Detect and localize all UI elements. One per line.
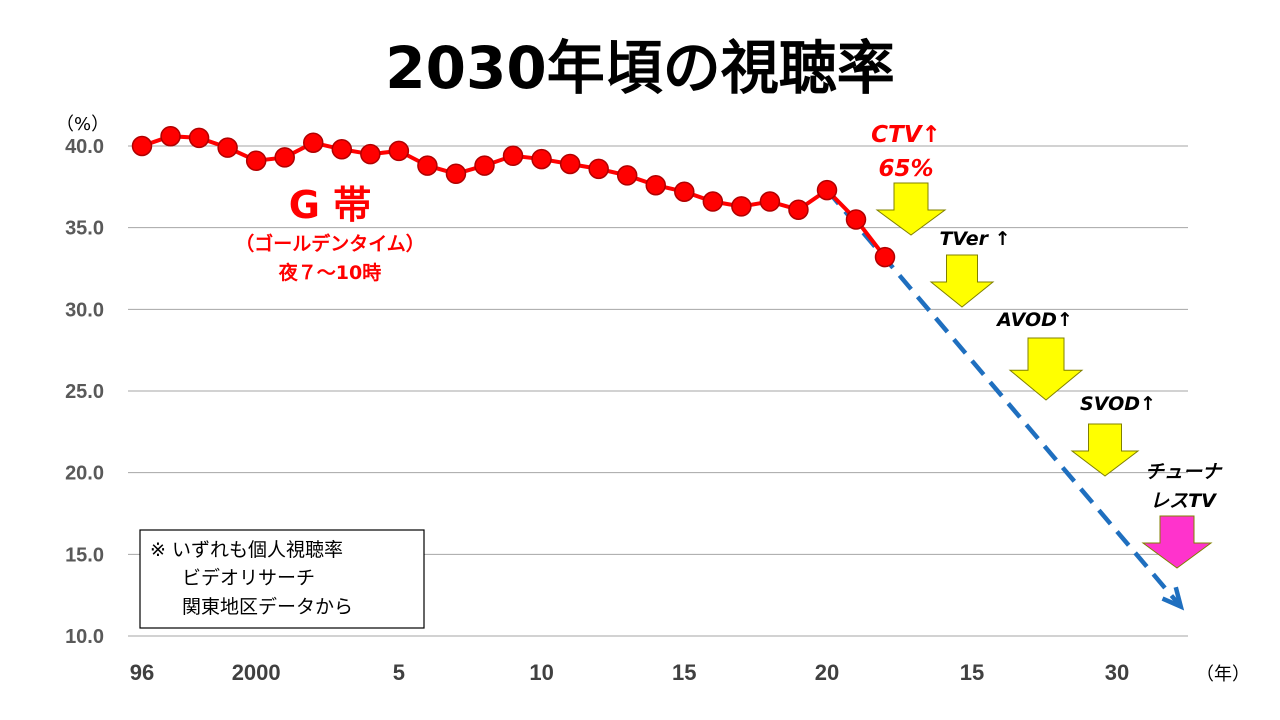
y-axis-ticks: 40.0 35.0 30.0 25.0 20.0 15.0 10.0 bbox=[65, 136, 104, 648]
data-point bbox=[559, 153, 581, 175]
series-g-band bbox=[131, 125, 896, 268]
data-point bbox=[616, 165, 638, 186]
trend-arrowhead bbox=[1161, 586, 1185, 611]
data-point bbox=[674, 181, 695, 202]
data-point bbox=[445, 163, 467, 185]
data-point bbox=[845, 209, 867, 230]
note-line-3: 関東地区データから bbox=[182, 596, 353, 618]
data-point bbox=[759, 191, 781, 212]
x-tick-label: 20 bbox=[815, 660, 839, 685]
x-unit-label: （年） bbox=[1196, 664, 1250, 685]
down-arrows bbox=[875, 182, 1213, 569]
source-note: ※ いずれも個人視聴率 ビデオリサーチ 関東地区データから bbox=[139, 529, 425, 629]
x-tick-label: 15 bbox=[672, 660, 696, 685]
x-tick-label: 96 bbox=[130, 660, 154, 685]
note-box bbox=[139, 529, 425, 629]
annotation-ctv: CTV↑ bbox=[871, 122, 941, 148]
x-tick-label: 15 bbox=[960, 660, 984, 685]
data-point bbox=[531, 148, 552, 170]
data-point bbox=[702, 191, 724, 212]
x-axis-ticks: 96 2000 5 10 15 20 15 30 bbox=[130, 660, 1129, 685]
annotation-avod: AVOD↑ bbox=[995, 309, 1073, 331]
x-tick-label: 30 bbox=[1105, 660, 1129, 685]
data-point bbox=[874, 246, 896, 268]
data-point bbox=[160, 125, 181, 147]
series-label: G 帯 bbox=[289, 183, 371, 227]
x-tick-label: 2000 bbox=[232, 660, 281, 685]
data-point bbox=[816, 179, 838, 201]
note-line-2: ビデオリサーチ bbox=[182, 567, 315, 589]
x-tick-label: 10 bbox=[529, 660, 553, 685]
note-line-1: ※ いずれも個人視聴率 bbox=[150, 539, 343, 561]
chart-title: 2030年頃の視聴率 bbox=[385, 34, 894, 102]
data-point bbox=[645, 174, 666, 196]
data-point bbox=[303, 132, 324, 153]
data-point bbox=[245, 150, 267, 171]
arrow-ctv bbox=[875, 182, 947, 236]
data-point bbox=[388, 140, 410, 162]
series-sublabel-2: 夜７～10時 bbox=[278, 261, 381, 284]
arrow-avod bbox=[1008, 337, 1084, 401]
data-point bbox=[731, 196, 752, 217]
y-unit-label: （%） bbox=[56, 114, 109, 135]
data-point bbox=[331, 139, 353, 160]
annotation-tver: TVer ↑ bbox=[939, 228, 1010, 250]
data-point bbox=[502, 145, 524, 167]
arrow-tver bbox=[929, 254, 995, 308]
data-point bbox=[788, 199, 809, 220]
arrow-svod bbox=[1070, 423, 1140, 477]
annotation-svod: SVOD↑ bbox=[1080, 393, 1156, 415]
arrow-tunerless bbox=[1141, 515, 1213, 569]
annotation-tunerless-2: レスTV bbox=[1150, 490, 1217, 512]
data-point bbox=[131, 135, 153, 157]
annotation-ctv-share: 65% bbox=[878, 156, 933, 182]
y-tick-label: 10.0 bbox=[65, 626, 104, 648]
data-point bbox=[274, 147, 295, 168]
series-sublabel-1: （ゴールデンタイム） bbox=[235, 232, 425, 255]
data-point bbox=[417, 155, 438, 176]
data-point bbox=[588, 158, 609, 180]
y-tick-label: 35.0 bbox=[65, 218, 104, 240]
y-tick-label: 20.0 bbox=[65, 463, 104, 485]
data-point bbox=[360, 143, 381, 165]
data-point bbox=[474, 155, 495, 176]
data-point bbox=[217, 137, 238, 158]
y-tick-label: 30.0 bbox=[65, 299, 104, 321]
annotation-tunerless-1: チューナ bbox=[1145, 461, 1223, 483]
x-tick-label: 5 bbox=[393, 660, 405, 685]
y-tick-label: 40.0 bbox=[65, 136, 104, 158]
y-tick-label: 15.0 bbox=[65, 544, 104, 566]
y-tick-label: 25.0 bbox=[65, 381, 104, 403]
data-point bbox=[188, 127, 210, 149]
